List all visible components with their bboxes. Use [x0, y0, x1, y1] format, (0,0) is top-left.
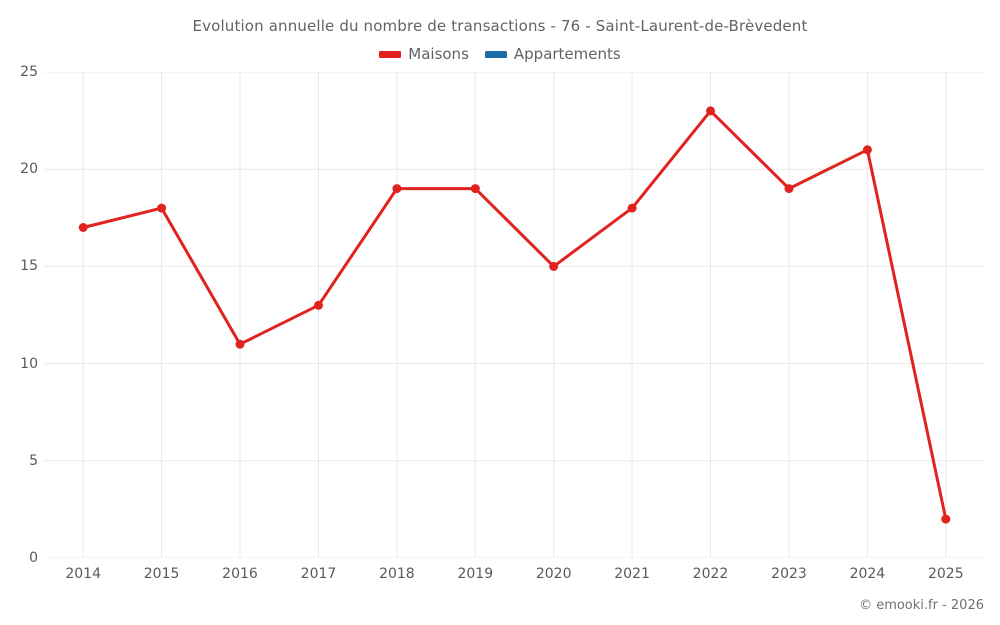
data-point[interactable] [392, 184, 402, 194]
x-tick-label: 2014 [65, 566, 102, 582]
y-tick-label: 15 [20, 258, 38, 275]
y-axis: 0 5 10 15 20 25 [0, 64, 38, 566]
chart-legend: Maisons Appartements [0, 45, 1000, 63]
x-tick-label: 2021 [614, 566, 650, 582]
data-point[interactable] [235, 339, 245, 349]
data-point[interactable] [784, 184, 794, 194]
y-tick-label: 25 [20, 64, 38, 80]
legend-label-maisons: Maisons [408, 45, 469, 63]
x-tick-label: 2015 [143, 566, 180, 582]
y-tick-label: 20 [20, 161, 38, 178]
legend-swatch-maisons [379, 50, 402, 58]
data-point[interactable] [627, 203, 637, 213]
y-tick-label: 0 [29, 550, 38, 566]
x-tick-label: 2019 [457, 566, 494, 582]
gridlines [44, 72, 985, 558]
x-tick-label: 2018 [379, 566, 415, 582]
data-point[interactable] [862, 145, 872, 155]
x-tick-label: 2020 [535, 566, 572, 582]
x-tick-label: 2017 [300, 566, 337, 582]
footer-credit: © emooki.fr - 2026 [859, 598, 984, 613]
series-line-maisons [81, 109, 948, 521]
plot-area [44, 72, 985, 558]
x-tick-label: 2025 [927, 566, 964, 582]
data-point[interactable] [706, 106, 715, 116]
legend-item-maisons[interactable]: Maisons [379, 45, 469, 63]
data-point[interactable] [470, 184, 480, 194]
data-point[interactable] [314, 300, 323, 310]
data-point[interactable] [157, 203, 167, 213]
line-chart-svg [44, 72, 985, 558]
legend-label-appartements: Appartements [513, 45, 621, 63]
legend-swatch-appartements [484, 50, 507, 58]
data-point[interactable] [78, 223, 88, 232]
x-tick-label: 2023 [771, 566, 807, 582]
legend-item-appartements[interactable]: Appartements [484, 45, 621, 63]
x-tick-label: 2024 [849, 566, 886, 582]
y-tick-label: 10 [20, 355, 38, 372]
page-title: Evolution annuelle du nombre de transact… [192, 17, 808, 35]
x-tick-label: 2016 [222, 566, 258, 582]
x-tick-label: 2022 [692, 566, 729, 582]
data-point[interactable] [941, 514, 951, 524]
data-point[interactable] [549, 261, 559, 271]
y-tick-label: 5 [29, 452, 38, 469]
x-axis: 2014 2015 2016 2017 2018 2019 2020 2021 2022 2023… [44, 566, 985, 590]
